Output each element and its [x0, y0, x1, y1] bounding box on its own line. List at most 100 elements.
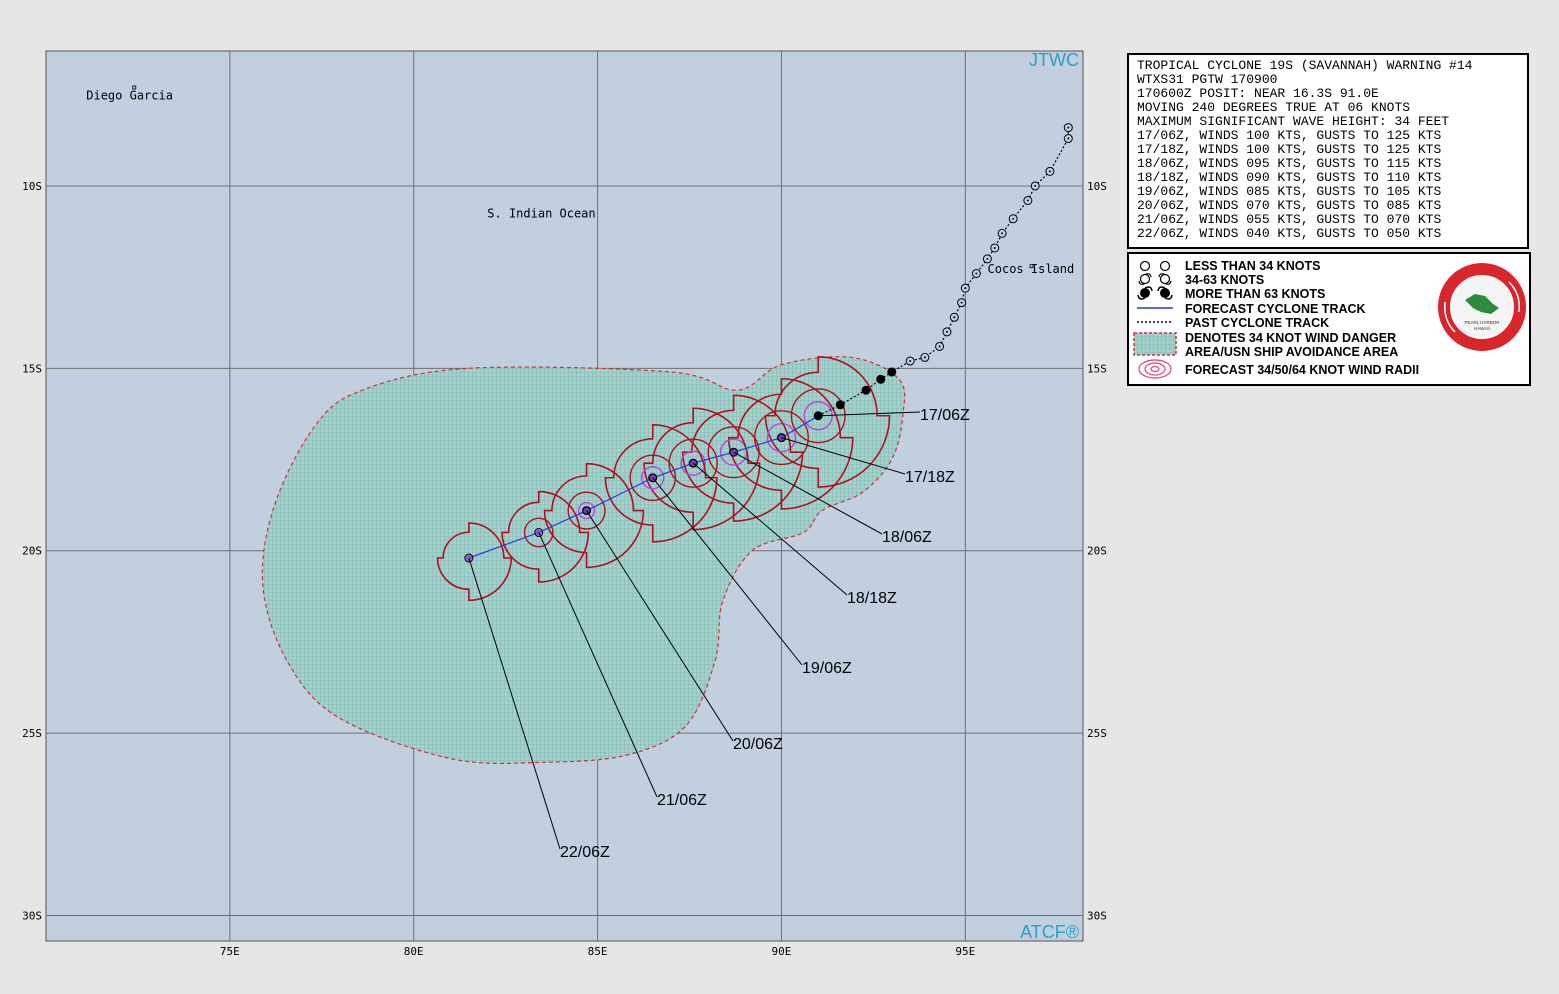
latitude-label-right: 15S [1087, 362, 1107, 375]
latitude-label-left: 15S [22, 362, 42, 375]
latitude-label-right: 10S [1087, 180, 1107, 193]
past-position-center [964, 287, 967, 290]
wind-radii-64kt [577, 501, 596, 520]
longitude-label: 95E [955, 945, 975, 958]
past-position-center [938, 345, 941, 348]
warning-line: MAXIMUM SIGNIFICANT WAVE HEIGHT: 34 FEET [1137, 114, 1450, 129]
wind-radii-64kt [680, 450, 706, 476]
wind-radii-34kt [436, 522, 513, 602]
wind-radii-50kt [567, 491, 606, 530]
past-position-center [960, 301, 963, 304]
wind-radii-64kt [803, 401, 833, 431]
wind-radii-64kt [641, 466, 665, 490]
typhoon-symbol-icon [1137, 286, 1173, 300]
forecast-time-label: 21/06Z [657, 792, 707, 809]
forecast-time-label: 19/06Z [802, 660, 852, 677]
warning-line: 18/18Z, WINDS 090 KTS, GUSTS TO 110 KTS [1137, 170, 1442, 185]
longitude-label: 90E [772, 945, 792, 958]
legend-past-track: PAST CYCLONE TRACK [1185, 316, 1330, 330]
legend-box: LESS THAN 34 KNOTS 34-63 KNOTS MORE THAN… [1127, 252, 1531, 386]
legend-gt63: MORE THAN 63 KNOTS [1185, 287, 1326, 301]
forecast-time-label: 20/06Z [733, 736, 783, 753]
past-position-center [1001, 232, 1004, 235]
wind-radii-34kt [681, 394, 804, 522]
wind-radii-34kt [543, 462, 645, 569]
forecast-label-leader [586, 510, 734, 742]
forecast-time-label: 17/06Z [920, 407, 970, 424]
past-position-center [1067, 137, 1070, 140]
forecast-time-label: 17/18Z [905, 469, 955, 486]
lt34-symbol-icon [1139, 260, 1171, 272]
warning-line: 17/06Z, WINDS 100 KTS, GUSTS TO 125 KTS [1137, 128, 1442, 143]
place-name-label: Diego Garcia [86, 88, 173, 102]
warning-line: WTXS31 PGTW 170900 [1137, 72, 1278, 87]
forecast-track-icon [1137, 307, 1173, 309]
longitude-label: 80E [404, 945, 424, 958]
wind-radii-34kt [727, 377, 854, 510]
wind-radii-50kt [629, 454, 677, 502]
warning-line: 19/06Z, WINDS 085 KTS, GUSTS TO 105 KTS [1137, 184, 1442, 199]
warning-line: 18/06Z, WINDS 095 KTS, GUSTS TO 115 KTS [1137, 156, 1442, 171]
warning-line: 21/06Z, WINDS 055 KTS, GUSTS TO 070 KTS [1137, 212, 1442, 227]
place-name-label: Cocos Island [988, 262, 1075, 276]
past-position-center [953, 316, 956, 319]
forecast-track-line [468, 415, 819, 559]
latitude-label-right: 25S [1087, 727, 1107, 740]
past-position-typhoon [876, 374, 886, 384]
warning-line: 20/06Z, WINDS 070 KTS, GUSTS TO 085 KTS [1137, 198, 1442, 213]
latitude-label-right: 30S [1087, 909, 1107, 922]
forecast-position-storm [464, 553, 474, 563]
legend-34-63: 34-63 KNOTS [1185, 273, 1265, 287]
wind-radii-50kt [790, 388, 846, 444]
forecast-time-label: 18/18Z [847, 590, 897, 607]
jtwc-seal-logo: PEARL HARBOR HAWAII [1438, 263, 1526, 351]
past-position-center [1048, 170, 1051, 173]
latitude-label-left: 25S [22, 727, 42, 740]
wind-radii-50kt [523, 517, 554, 548]
legend-danger-area: DENOTES 34 KNOT WIND DANGER [1185, 331, 1397, 345]
past-position-center [923, 356, 926, 359]
ts-symbol-icon [1138, 273, 1172, 285]
place-name-label: S. Indian Ocean [487, 206, 595, 220]
svg-text:PEARL HARBOR: PEARL HARBOR [1464, 320, 1500, 325]
longitude-label: 75E [220, 945, 240, 958]
longitude-label: 85E [588, 945, 608, 958]
legend-avoidance-area: AREA/USN SHIP AVOIDANCE AREA [1185, 345, 1399, 359]
wind-radii-34kt [604, 424, 718, 543]
warning-line: 170600Z POSIT: NEAR 16.3S 91.0E [1137, 86, 1379, 101]
warning-line: MOVING 240 DEGREES TRUE AT 06 KNOTS [1137, 100, 1411, 115]
past-position-center [986, 257, 989, 260]
past-position-center [945, 330, 948, 333]
forecast-position-marker [730, 449, 737, 456]
wind-radii-64kt [766, 422, 797, 453]
place-marker [132, 85, 137, 90]
forecast-label-leader [468, 557, 561, 850]
place-marker [1029, 264, 1034, 269]
warning-box: TROPICAL CYCLONE 19S (SAVANNAH) WARNING … [1127, 53, 1529, 249]
forecast-label-leader [692, 462, 848, 596]
past-position-center [909, 360, 912, 363]
wind-radii-layer [436, 356, 891, 602]
atcf-mark: ATCF® [1020, 922, 1079, 942]
legend-wind-radii: FORECAST 34/50/64 KNOT WIND RADII [1185, 363, 1420, 377]
past-position-center [1034, 184, 1037, 187]
forecast-label-leader [652, 477, 803, 666]
svg-text:HAWAII: HAWAII [1474, 326, 1490, 331]
past-position-center [1026, 199, 1029, 202]
wind-radii-34kt [643, 407, 761, 531]
forecast-time-label: 22/06Z [560, 844, 610, 861]
past-track-icon [1137, 321, 1173, 323]
past-position-center [975, 272, 978, 275]
jtwc-mark: JTWC [1029, 50, 1079, 70]
latitude-label-left: 30S [22, 909, 42, 922]
past-track-line [817, 127, 1069, 417]
forecast-label-leader [538, 532, 658, 798]
past-position-typhoon [861, 385, 871, 395]
legend-forecast-track: FORECAST CYCLONE TRACK [1185, 302, 1366, 316]
warning-line: TROPICAL CYCLONE 19S (SAVANNAH) WARNING … [1137, 58, 1473, 73]
forecast-label-leader [733, 451, 883, 535]
forecast-label-leader [781, 437, 906, 475]
past-position-center [1012, 217, 1015, 220]
wind-radii-34kt [764, 356, 891, 488]
